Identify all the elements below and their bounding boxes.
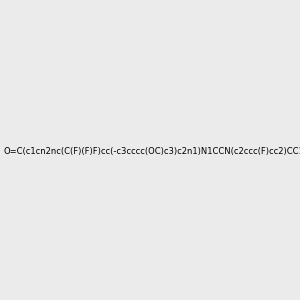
Text: O=C(c1cn2nc(C(F)(F)F)cc(-c3cccc(OC)c3)c2n1)N1CCN(c2ccc(F)cc2)CC1: O=C(c1cn2nc(C(F)(F)F)cc(-c3cccc(OC)c3)c2… [3,147,300,156]
